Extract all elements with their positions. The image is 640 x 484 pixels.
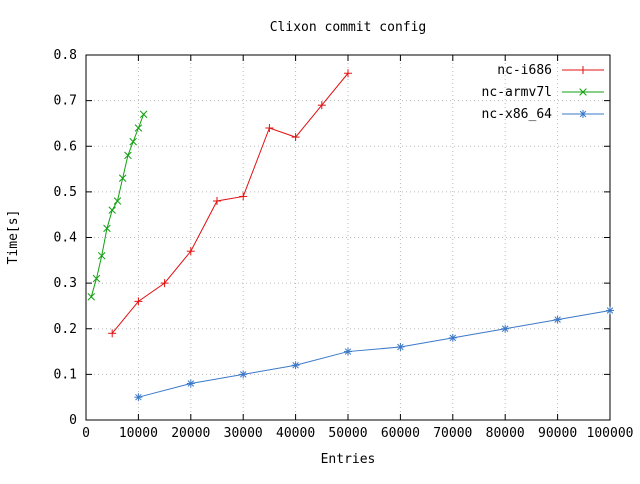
data-point-marker [291, 361, 300, 370]
y-tick-label: 0.2 [54, 322, 77, 337]
data-point-marker [139, 110, 148, 119]
data-point-marker [118, 174, 127, 182]
data-point-marker [317, 101, 326, 110]
data-point-marker [606, 306, 614, 315]
x-tick-label: 80000 [486, 426, 525, 441]
legend-label: nc-x86_64 [482, 107, 553, 122]
x-tick-label: 20000 [171, 426, 210, 441]
series-line-nc-x86_64 [138, 310, 611, 398]
plot-area: 0 10000 20000 30000 40000 50000 60000 70000 8000… [54, 48, 634, 441]
series-line-nc-armv7l [90, 114, 145, 297]
data-point-marker [501, 324, 510, 333]
y-tick-label: 0.3 [54, 276, 77, 291]
data-point-marker [186, 247, 195, 256]
data-point-marker [160, 279, 169, 288]
data-point-marker [129, 137, 137, 146]
x-tick-label: 50000 [328, 426, 367, 441]
x-tick-label: 40000 [276, 426, 315, 441]
data-point-marker [344, 69, 352, 78]
data-point-marker [97, 251, 106, 260]
x-tick-label: 70000 [433, 426, 472, 441]
data-point-marker [579, 88, 587, 96]
data-point-marker [87, 293, 95, 301]
y-tick-label: 0.4 [54, 231, 78, 246]
data-point-marker [448, 333, 457, 342]
data-point-marker [213, 197, 221, 205]
x-tick-label: 90000 [538, 426, 577, 441]
x-tick-label: 100000 [587, 426, 634, 441]
data-point-marker [265, 124, 274, 132]
y-tick-label: 0.7 [54, 94, 77, 109]
legend-label: nc-i686 [497, 63, 552, 78]
data-point-marker [344, 347, 352, 356]
x-tick-label: 10000 [119, 426, 158, 441]
data-point-marker [579, 110, 587, 118]
data-point-marker [108, 206, 116, 214]
y-axis-label: Time[s] [6, 210, 21, 265]
x-tick-label: 0 [82, 426, 90, 441]
data-point-marker [113, 197, 122, 205]
data-point-marker [396, 343, 405, 351]
y-tick-label: 0.5 [54, 185, 77, 200]
y-tick-label: 0.1 [54, 367, 77, 382]
x-axis-label: Entries [321, 452, 376, 467]
x-tick-label: 30000 [224, 426, 263, 441]
data-point-marker [579, 66, 587, 74]
data-point-marker [103, 224, 111, 233]
chart-title: Clixon commit config [270, 20, 427, 35]
data-point-marker [134, 393, 143, 402]
data-point-marker [134, 124, 143, 132]
data-point-marker [553, 315, 562, 324]
data-point-marker [92, 274, 101, 283]
x-tick-label: 60000 [381, 426, 420, 441]
data-point-marker [108, 329, 117, 338]
y-tick-label: 0 [69, 413, 77, 428]
y-tick-label: 0.8 [54, 48, 77, 63]
data-point-marker [291, 133, 300, 142]
y-tick-label: 0.6 [54, 139, 77, 154]
data-point-marker [124, 151, 132, 160]
data-point-marker [186, 379, 195, 388]
data-point-marker [134, 297, 143, 306]
legend-label: nc-armv7l [482, 85, 552, 100]
data-point-marker [239, 192, 248, 201]
series-line-nc-i686 [111, 72, 349, 334]
data-point-marker [239, 370, 248, 379]
